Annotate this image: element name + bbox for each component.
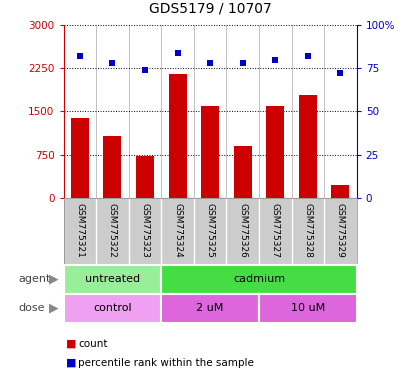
Bar [233, 146, 251, 198]
Point [174, 50, 180, 56]
Point [271, 56, 278, 63]
Text: GDS5179 / 10707: GDS5179 / 10707 [148, 2, 271, 15]
Bar [71, 118, 89, 198]
Bar [258, 294, 356, 323]
Text: ▶: ▶ [48, 273, 58, 286]
Bar [161, 265, 356, 294]
Point [76, 53, 83, 59]
Bar [136, 156, 153, 198]
Point [206, 60, 213, 66]
Text: ■: ■ [65, 339, 76, 349]
Text: 10 uM: 10 uM [290, 303, 324, 313]
Text: GSM775321: GSM775321 [75, 203, 84, 258]
Text: ■: ■ [65, 358, 76, 368]
Text: GSM775323: GSM775323 [140, 203, 149, 258]
Text: agent: agent [18, 274, 51, 285]
Point [142, 67, 148, 73]
Bar [266, 106, 283, 198]
Bar [168, 74, 186, 198]
Text: GSM775327: GSM775327 [270, 203, 279, 258]
Bar [63, 265, 161, 294]
Text: ▶: ▶ [48, 302, 58, 314]
Text: 2 uM: 2 uM [196, 303, 223, 313]
Text: dose: dose [18, 303, 45, 313]
Text: GSM775326: GSM775326 [238, 203, 247, 258]
Bar [161, 294, 258, 323]
Point [109, 60, 115, 66]
Text: count: count [78, 339, 107, 349]
Text: GSM775325: GSM775325 [205, 203, 214, 258]
Point [239, 60, 245, 66]
Bar [103, 136, 121, 198]
Text: GSM775329: GSM775329 [335, 203, 344, 258]
Bar [201, 106, 218, 198]
Text: control: control [93, 303, 131, 313]
Text: cadmium: cadmium [232, 274, 284, 285]
Text: GSM775328: GSM775328 [303, 203, 312, 258]
Text: untreated: untreated [85, 274, 139, 285]
Point [304, 53, 310, 59]
Text: percentile rank within the sample: percentile rank within the sample [78, 358, 253, 368]
Bar [63, 294, 161, 323]
Bar [330, 185, 348, 198]
Bar [298, 95, 316, 198]
Point [336, 70, 343, 76]
Text: GSM775322: GSM775322 [108, 203, 117, 258]
Text: GSM775324: GSM775324 [173, 203, 182, 258]
